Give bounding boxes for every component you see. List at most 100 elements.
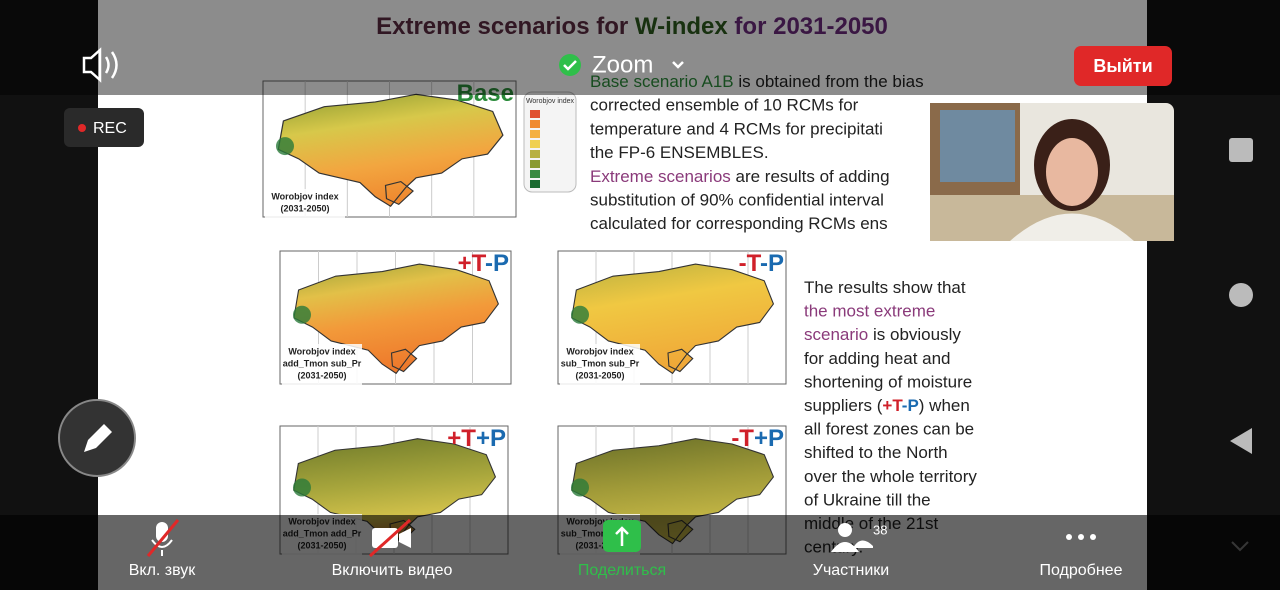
scenario-tag: -T-P bbox=[739, 250, 784, 277]
map-caption: (2031-2050) bbox=[297, 370, 346, 380]
intro-line: Base scenario A1B is obtained from the b… bbox=[590, 72, 924, 91]
toolbar-label: Поделиться bbox=[578, 562, 666, 579]
intro-line: substitution of 90% confidential interva… bbox=[590, 191, 884, 210]
results-line: shifted to the North bbox=[804, 444, 948, 463]
map-forest bbox=[571, 478, 589, 497]
legend-swatch bbox=[530, 130, 540, 138]
camera-icon bbox=[372, 528, 398, 548]
people-icon bbox=[838, 523, 852, 537]
text-part: +T bbox=[882, 396, 903, 415]
map-caption: Worobjov index bbox=[271, 191, 338, 201]
title-part: W-index bbox=[635, 13, 729, 40]
rec-label: REC bbox=[93, 120, 127, 137]
toolbar-button[interactable]: Поделиться bbox=[578, 520, 666, 579]
participants-count: 38 bbox=[873, 522, 887, 537]
map-area bbox=[293, 263, 499, 375]
text-part: +P bbox=[476, 425, 506, 452]
text-part: suppliers ( bbox=[804, 396, 883, 415]
toolbar-label: Участники bbox=[813, 562, 889, 579]
results-line: all forest zones can be bbox=[804, 420, 974, 439]
map-caption: sub_Tmon sub_Pr bbox=[561, 358, 640, 368]
back-button[interactable] bbox=[1230, 428, 1252, 454]
speaker-button[interactable] bbox=[82, 47, 118, 83]
mic-stand bbox=[151, 539, 173, 556]
results-line: of Ukraine till the bbox=[804, 491, 931, 510]
toolbar-button[interactable]: 38 Участники bbox=[813, 522, 889, 579]
text-part: is obtained from the bias bbox=[734, 72, 924, 91]
text-part: temperature and 4 RCMs for precipitati bbox=[590, 120, 883, 139]
legend: Worobjov index bbox=[523, 91, 577, 193]
text-part: substitution of 90% confidential interva… bbox=[590, 191, 884, 210]
map-area bbox=[277, 93, 504, 208]
toolbar-label: Включить видео bbox=[332, 562, 453, 579]
results-line: the most extreme bbox=[804, 302, 935, 321]
more-dot bbox=[1090, 534, 1096, 540]
intro-line: calculated for corresponding RCMs ens bbox=[590, 215, 888, 234]
legend-swatch bbox=[530, 160, 540, 168]
text-part: the FP-6 ENSEMBLES. bbox=[590, 144, 769, 163]
map-caption: (2031-2050) bbox=[575, 370, 624, 380]
intro-line: temperature and 4 RCMs for precipitati bbox=[590, 120, 883, 139]
video-slash bbox=[368, 518, 412, 558]
toolbar-button[interactable]: Подробнее bbox=[1040, 534, 1123, 579]
home-button[interactable] bbox=[1229, 283, 1253, 307]
intro-line: Extreme scenarios are results of adding bbox=[590, 167, 890, 186]
map-caption: Worobjov index bbox=[566, 346, 633, 356]
nav-bar bbox=[1229, 138, 1253, 552]
map-caption: add_Tmon sub_Pr bbox=[283, 358, 362, 368]
text-part: +T bbox=[458, 250, 487, 277]
results-line: The results show that bbox=[804, 278, 966, 297]
annotate-button[interactable] bbox=[58, 399, 136, 477]
rec-indicator: REC bbox=[64, 108, 144, 147]
caption-box bbox=[560, 344, 640, 386]
results-line: over the whole territory bbox=[804, 467, 977, 486]
camera-lens bbox=[399, 528, 411, 548]
text-part: Extreme scenarios bbox=[590, 167, 731, 186]
legend-swatch bbox=[530, 110, 540, 118]
intro-text: Base scenario A1B is obtained from the b… bbox=[590, 72, 924, 233]
recents-button[interactable] bbox=[1229, 138, 1253, 162]
results-line: for adding heat and bbox=[804, 349, 951, 368]
text-part: Base bbox=[457, 80, 514, 107]
text-part: all forest zones can be bbox=[804, 420, 974, 439]
text-part: of Ukraine till the bbox=[804, 491, 931, 510]
legend-swatch bbox=[530, 170, 540, 178]
share-arrow bbox=[615, 526, 629, 546]
legend-swatch bbox=[530, 120, 540, 128]
scenario-tag: -T+P bbox=[731, 425, 784, 452]
mute-slash bbox=[146, 519, 180, 557]
text-part: the most extreme bbox=[804, 302, 935, 321]
more-dot bbox=[1066, 534, 1072, 540]
toolbar-label: Подробнее bbox=[1040, 562, 1123, 579]
text-part: -P bbox=[485, 250, 509, 277]
more-dot bbox=[1078, 534, 1084, 540]
video-tile bbox=[930, 103, 1174, 241]
text-part: ) when bbox=[919, 396, 970, 415]
text-part: The results show that bbox=[804, 278, 966, 297]
toolbar-button[interactable]: Вкл. звук bbox=[129, 519, 197, 579]
text-part: for adding heat and bbox=[804, 349, 951, 368]
legend-swatch bbox=[530, 180, 540, 188]
legend-swatch bbox=[530, 140, 540, 148]
top-bar bbox=[0, 0, 1280, 95]
toolbar-label: Вкл. звук bbox=[129, 562, 197, 579]
results-line: scenario is obviously bbox=[804, 326, 961, 345]
map-forest bbox=[276, 137, 294, 156]
zoom-menu[interactable]: Zoom bbox=[559, 51, 684, 78]
map-caption: (2031-2050) bbox=[280, 203, 329, 213]
text-part: corrected ensemble of 10 RCMs for bbox=[590, 96, 859, 115]
map-forest bbox=[293, 478, 311, 497]
map-forest bbox=[571, 305, 589, 324]
text-part: -T bbox=[731, 425, 754, 452]
scenario-tag: Base bbox=[457, 80, 514, 107]
text-part: is obviously bbox=[868, 326, 961, 345]
toolbar-button[interactable]: Включить видео bbox=[332, 518, 453, 579]
text-part: over the whole territory bbox=[804, 467, 977, 486]
title-part: for 2031-2050 bbox=[728, 13, 888, 40]
map-area bbox=[571, 263, 775, 375]
results-text: The results show that the most extreme sce… bbox=[804, 278, 977, 557]
zoom-title: Zoom bbox=[592, 51, 653, 78]
leave-button[interactable]: Выйти bbox=[1074, 46, 1172, 86]
text-part: -T bbox=[739, 250, 762, 277]
